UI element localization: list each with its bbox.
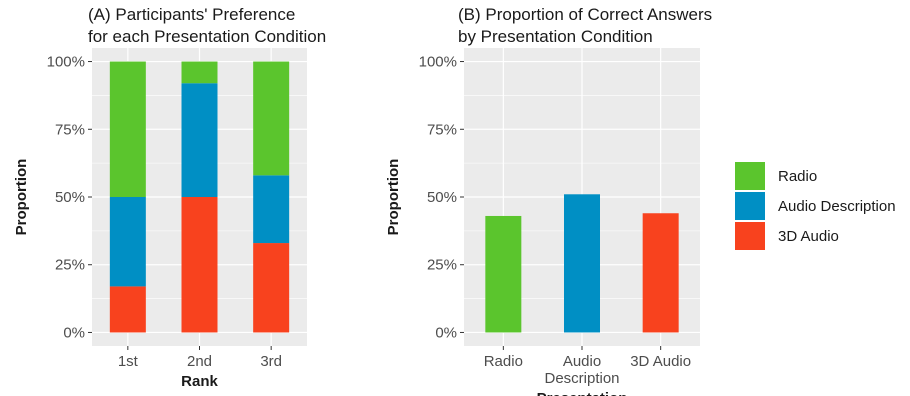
- bar-segment: [109, 61, 146, 197]
- chart-title: for each Presentation Condition: [88, 27, 326, 46]
- x-tick-label: 3rd: [260, 353, 282, 370]
- y-axis-label: Proportion: [385, 159, 402, 236]
- legend: Radio Audio Description 3D Audio: [735, 162, 896, 250]
- x-axis-label: Presentation: [537, 390, 628, 396]
- bar-segment: [109, 197, 146, 287]
- bar: [485, 215, 522, 333]
- y-tick-label: 50%: [427, 189, 457, 206]
- legend-label: 3D Audio: [778, 228, 839, 245]
- bar-segment: [181, 197, 218, 333]
- x-tick-label: 2nd: [187, 353, 212, 370]
- x-tick-label: Description: [544, 370, 619, 387]
- bar-segment: [253, 61, 290, 176]
- chart-title: (B) Proportion of Correct Answers: [458, 5, 712, 24]
- legend-swatch: [735, 162, 765, 190]
- y-tick-label: 25%: [55, 257, 85, 274]
- x-axis-label: Rank: [181, 373, 218, 390]
- bar-segment: [181, 83, 218, 197]
- x-tick-label: Radio: [484, 353, 523, 370]
- bar: [564, 194, 600, 333]
- legend-label: Audio Description: [778, 198, 896, 215]
- y-tick-label: 0%: [435, 324, 457, 341]
- chart-title: by Presentation Condition: [458, 27, 653, 46]
- bar-segment: [253, 175, 290, 244]
- chart-title: (A) Participants' Preference: [88, 5, 295, 24]
- y-tick-label: 100%: [419, 54, 457, 71]
- y-tick-label: 0%: [63, 324, 85, 341]
- legend-label: Radio: [778, 168, 817, 185]
- y-tick-label: 75%: [55, 121, 85, 138]
- x-tick-label: 1st: [118, 353, 139, 370]
- legend-swatch: [735, 192, 765, 220]
- panel-a: 0% 25% 50% 75% 100% 1st 2nd 3rd Rank Proportion (A…: [13, 5, 326, 390]
- x-tick-label: 3D Audio: [630, 353, 691, 370]
- y-tick-label: 25%: [427, 257, 457, 274]
- y-tick-label: 50%: [55, 189, 85, 206]
- x-tick-label: Audio: [563, 353, 601, 370]
- bar-segment: [109, 286, 146, 333]
- bar-segment: [181, 61, 218, 84]
- legend-swatch: [735, 222, 765, 250]
- bar-segment: [253, 243, 290, 333]
- y-tick-label: 75%: [427, 121, 457, 138]
- y-tick-label: 100%: [47, 54, 85, 71]
- y-axis-label: Proportion: [13, 159, 30, 236]
- bar: [642, 213, 679, 333]
